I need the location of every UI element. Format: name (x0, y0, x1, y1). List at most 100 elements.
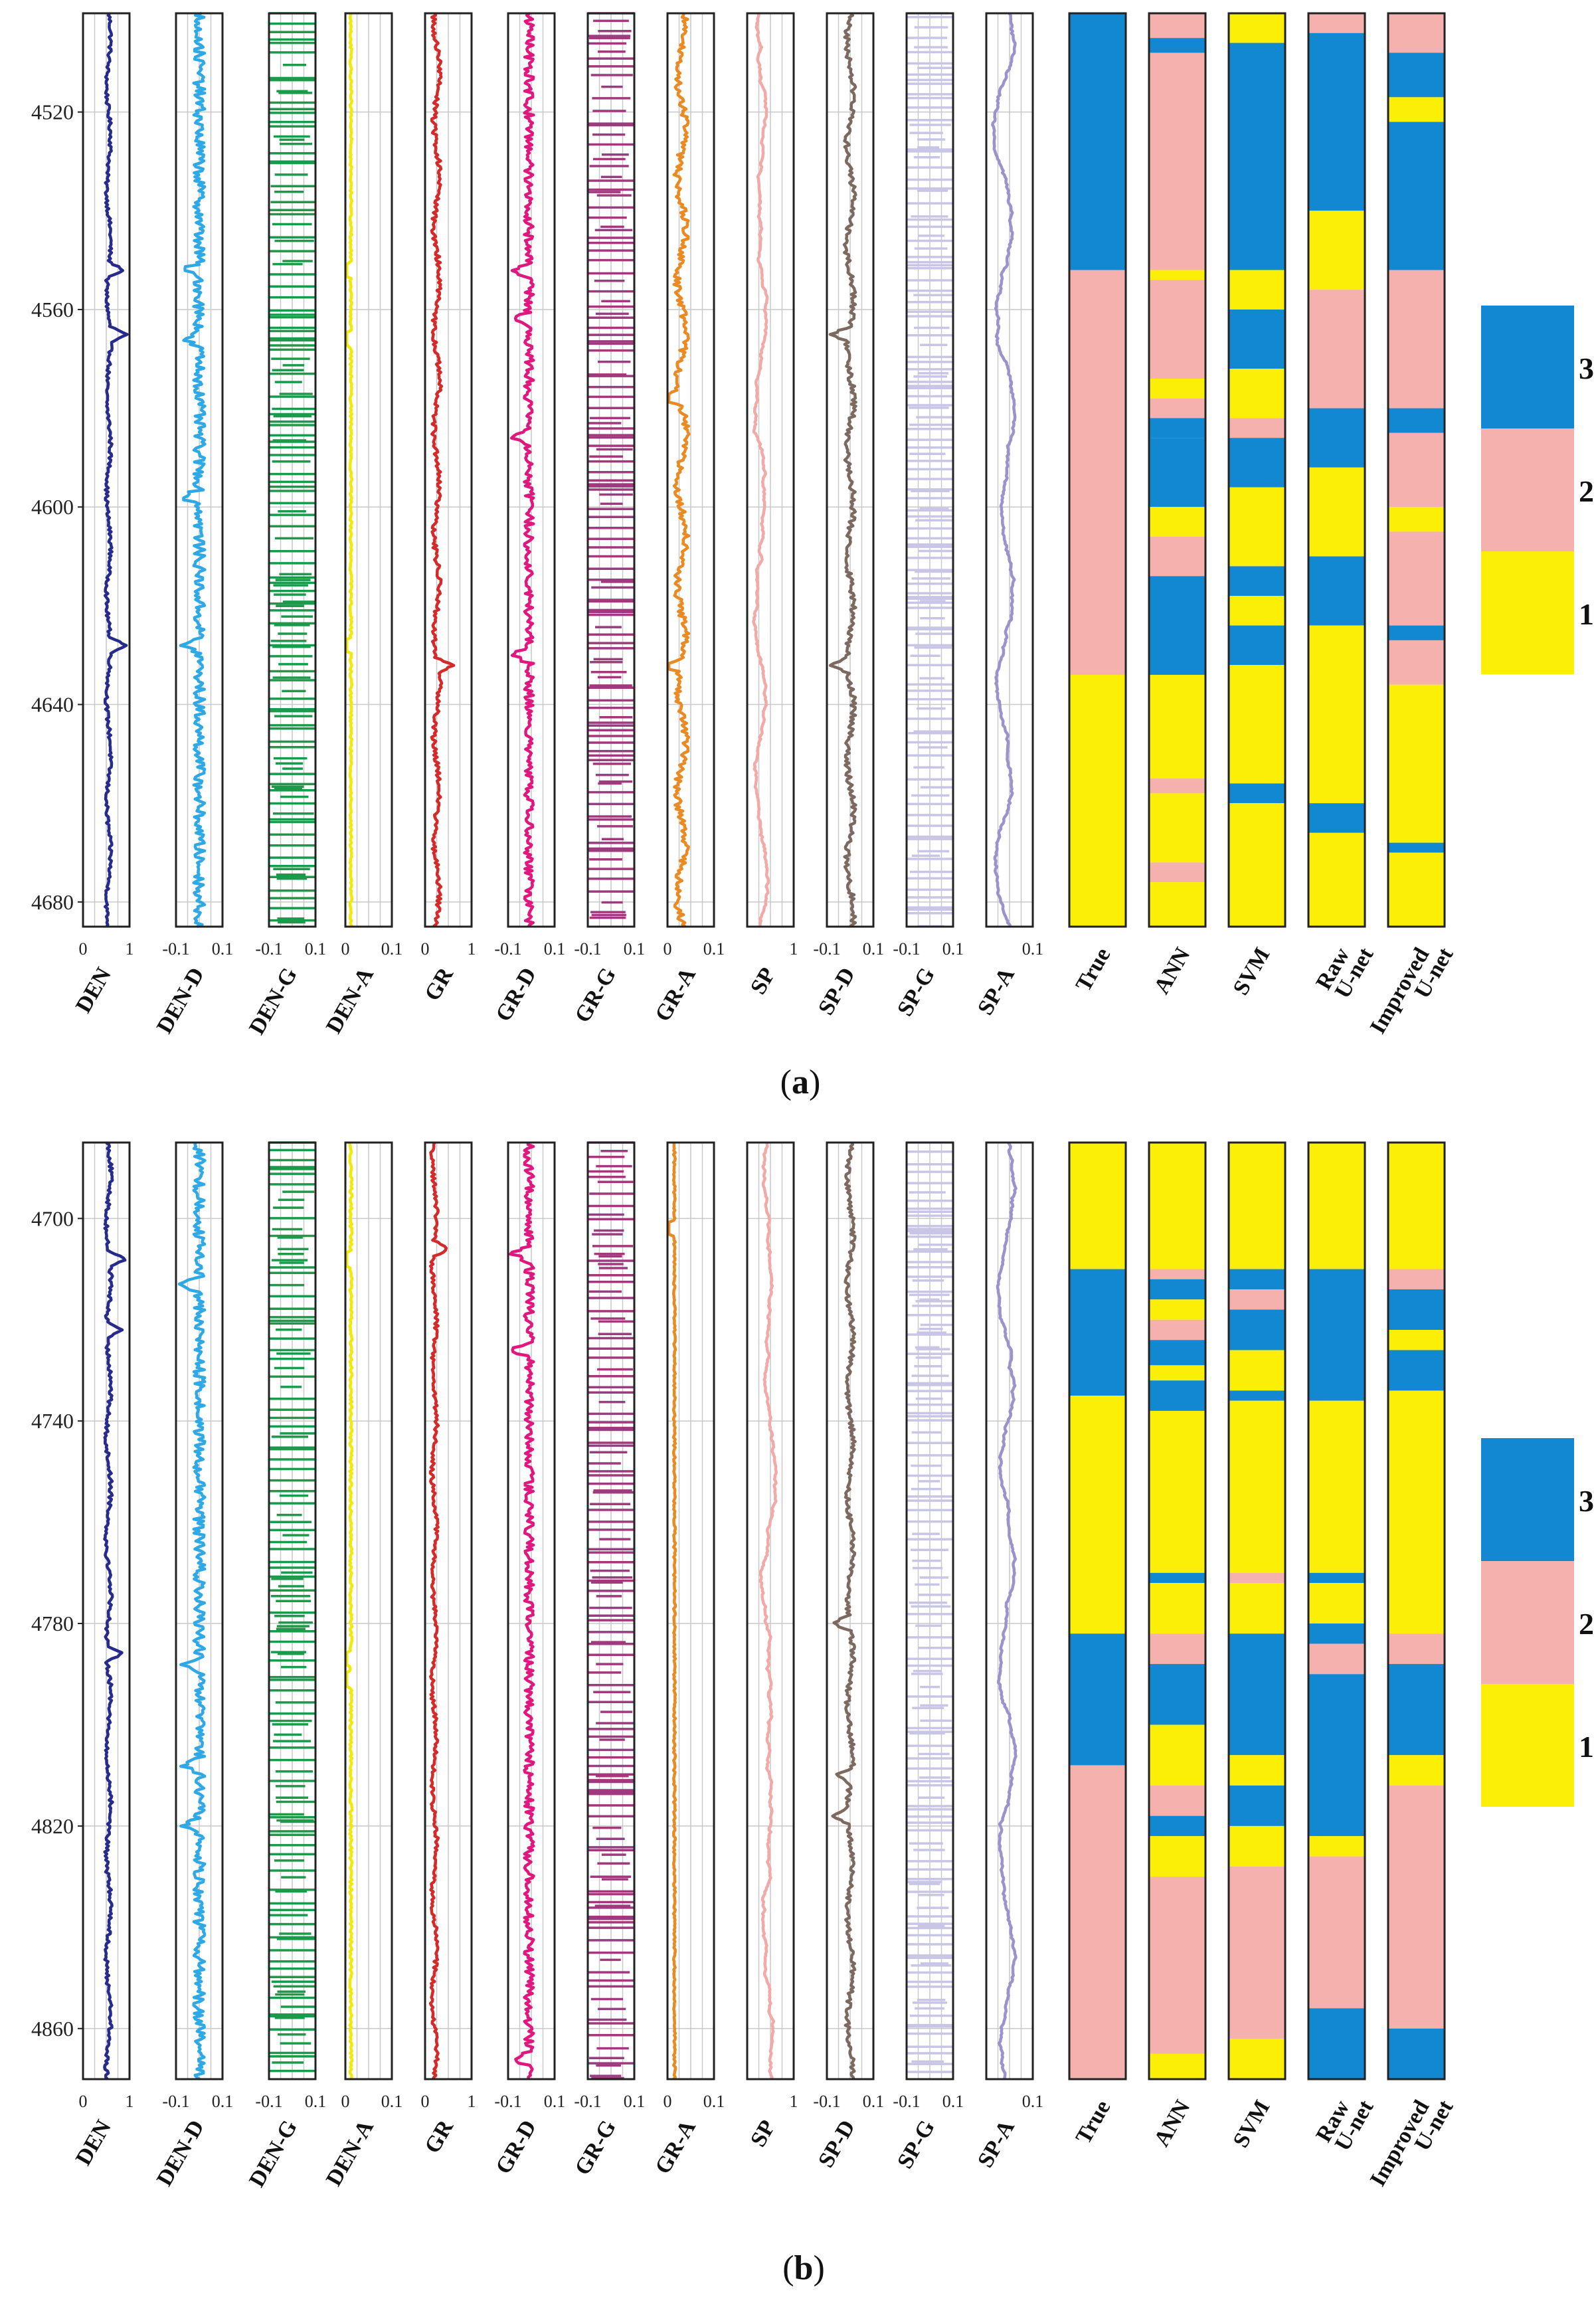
band-group (588, 12, 634, 919)
x-tick-label: 0.1 (381, 939, 403, 959)
facies-segment (1149, 1785, 1205, 1816)
track-gr-d: -0.1 0.1GR-D (491, 12, 566, 1026)
x-tick-label: 0.1 (544, 939, 566, 959)
track-frame (268, 12, 317, 928)
curve-gr (430, 13, 456, 928)
caption-b: (b) (782, 2249, 825, 2287)
track-frame (175, 12, 224, 928)
facies-frame (1387, 1141, 1446, 2080)
facies-segment (1149, 862, 1205, 883)
facies-segment (1308, 1572, 1365, 1584)
x-tick-label: 0.1 (863, 939, 885, 959)
track-label: SP (746, 964, 780, 999)
facies-segment (1229, 596, 1285, 626)
y-tick-label: 4700 (31, 1206, 74, 1230)
y-tick-label: 4820 (31, 1814, 74, 1838)
track-label: DEN (71, 963, 116, 1017)
track-gr-a: 0 0.1GR-A (650, 12, 725, 1026)
legend: 3 2 1 (1481, 1438, 1594, 1807)
facies-segment (1229, 438, 1285, 488)
track-frame (666, 12, 715, 928)
track-label: GR-G (570, 964, 620, 1027)
curve-sp (752, 13, 770, 927)
facies-segment (1388, 52, 1445, 98)
track-label: SP-G (893, 2116, 940, 2173)
facies-track: SVM (1227, 12, 1286, 1000)
facies-segment (1069, 1765, 1126, 2079)
track-sp-d: -0.1 0.1SP-D (813, 12, 885, 1019)
x-tick-label: 0.1 (212, 939, 234, 959)
facies-segment (1229, 1390, 1285, 1401)
facies-segment (1149, 1877, 1205, 2054)
facies-segment (1069, 1269, 1126, 1396)
facies-segment (1308, 1143, 1365, 1269)
x-tick-label: 0.1 (212, 2092, 234, 2111)
legend-swatch (1481, 428, 1574, 551)
track-frame (344, 12, 393, 928)
track-label: DEN-D (152, 964, 209, 1038)
x-tick-label: 0.1 (624, 939, 646, 959)
curve-den-a (345, 1142, 354, 2080)
y-tick-label: 4860 (31, 2017, 74, 2041)
curve-gr (428, 1142, 448, 2080)
facies-segment (1388, 852, 1445, 927)
x-tick-label: 0.1 (624, 2092, 646, 2111)
curve-sp-a (996, 1141, 1018, 2080)
facies-segment (1308, 674, 1365, 804)
facies-label: SVM (1229, 944, 1275, 1000)
facies-segment (1388, 684, 1445, 843)
facies-segment (1229, 13, 1285, 43)
track-frame (268, 1141, 317, 2080)
x-tick-label: -0.1 (574, 939, 601, 959)
track-label: SP-A (973, 2116, 1020, 2171)
track-label: GR-G (570, 2116, 620, 2179)
track-frame (746, 1141, 795, 2080)
legend-swatch (1481, 1684, 1574, 1807)
facies-segment (1388, 1390, 1445, 1634)
facies-segment (1388, 531, 1445, 626)
track-gr-a: 0 0.1GR-A (650, 1141, 725, 2178)
facies-segment (1229, 487, 1285, 567)
x-tick-label: -0.1 (255, 2092, 282, 2111)
track-frame (586, 12, 636, 928)
band-group (588, 1141, 634, 2080)
facies-segment (1388, 1330, 1445, 1350)
legend-label: 3 (1579, 1484, 1594, 1518)
legend-swatch (1481, 551, 1574, 674)
facies-segment (1149, 1410, 1205, 1573)
track-gr: 0 1 GR (420, 12, 476, 1005)
y-tick-label: 4560 (31, 298, 74, 322)
track-gr-g: -0.1 0.1GR-G (570, 1141, 646, 2179)
x-tick-label: 0.1 (703, 2092, 725, 2111)
facies-segment (1149, 1299, 1205, 1320)
legend-swatch (1481, 306, 1574, 428)
track-frame (344, 1141, 393, 2080)
facies-segment (1149, 536, 1205, 577)
facies-segment (1149, 1279, 1205, 1300)
legend-label: 2 (1579, 1607, 1594, 1641)
facies-segment (1229, 783, 1285, 804)
facies-segment (1149, 674, 1205, 779)
track-frame (905, 1141, 954, 2080)
legend-label: 1 (1579, 1730, 1594, 1764)
facies-segment (1149, 1633, 1205, 1665)
facies-segment (1149, 793, 1205, 863)
facies-segment (1388, 270, 1445, 409)
caption-b-letter: b (794, 2249, 814, 2287)
facies-segment (1308, 1623, 1365, 1644)
curve-den-d (179, 11, 207, 929)
facies-segment (1388, 408, 1445, 433)
y-tick-label: 4780 (31, 1612, 74, 1635)
x-tick-label: -0.1 (813, 939, 840, 959)
facies-segment (1229, 1350, 1285, 1391)
y-tick-label: 4740 (31, 1409, 74, 1433)
y-tick-label: 4680 (31, 890, 74, 914)
track-gr: 0 1 GR (420, 1141, 476, 2158)
facies-segment (1149, 280, 1205, 379)
